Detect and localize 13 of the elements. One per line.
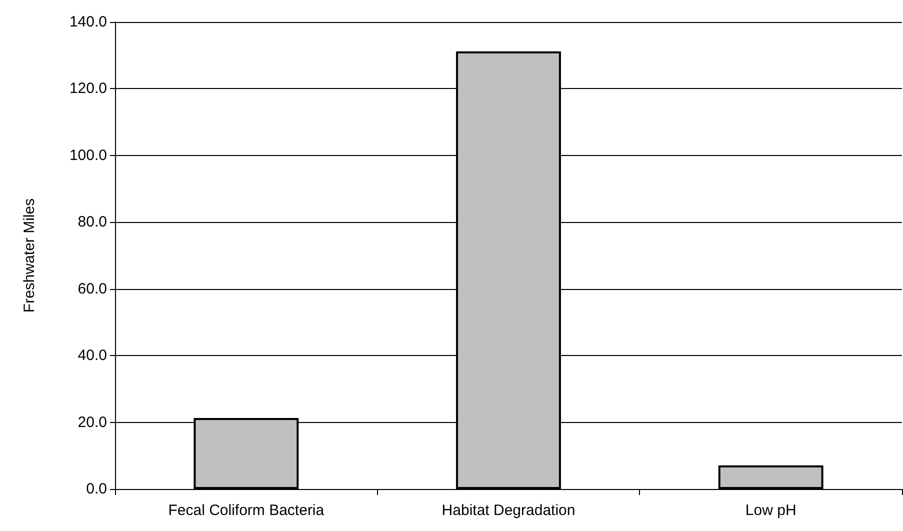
x-tick-label: Habitat Degradation [442, 502, 576, 519]
y-tick-label: 140.0 [69, 14, 107, 30]
y-axis-title: Freshwater Miles [21, 198, 38, 313]
y-tick-label: 20.0 [78, 414, 107, 431]
y-tick-label: 100.0 [69, 146, 107, 164]
y-tick-label: 0.0 [86, 480, 107, 498]
y-tick-label: 120.0 [69, 80, 107, 98]
y-tick-label: 80.0 [78, 214, 107, 231]
bar [718, 465, 824, 489]
y-tick-label: 40.0 [78, 347, 107, 364]
y-tick-label: 60.0 [78, 280, 107, 298]
x-tick-label: Fecal Coliform Bacteria [168, 502, 325, 519]
x-tick-label: Low pH [745, 502, 796, 519]
